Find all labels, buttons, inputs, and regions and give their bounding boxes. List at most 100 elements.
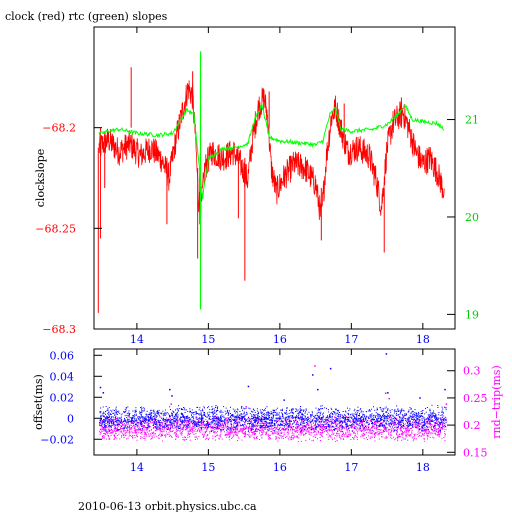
offset-point (409, 416, 411, 418)
rndtrip-point (278, 430, 280, 432)
rndtrip-point (120, 428, 122, 430)
offset-point (421, 428, 423, 430)
rndtrip-point (332, 425, 334, 427)
offset-point (219, 411, 221, 412)
offset-point (123, 412, 125, 414)
offset-point (320, 419, 322, 420)
offset-point (217, 407, 218, 409)
rndtrip-point (100, 422, 102, 424)
offset-point (233, 418, 235, 420)
offset-point (331, 418, 333, 420)
offset-point (275, 409, 277, 411)
rndtrip-point (374, 421, 376, 423)
offset-point (214, 422, 216, 424)
offset-point (400, 418, 402, 420)
rndtrip-point (289, 425, 291, 427)
rndtrip-point (282, 421, 283, 423)
offset-point (279, 423, 281, 425)
rndtrip-point (308, 425, 310, 427)
rndtrip-point (426, 435, 428, 437)
rndtrip-point (256, 428, 258, 430)
offset-point (360, 416, 362, 418)
rndtrip-point (279, 432, 281, 434)
rndtrip-point (175, 430, 177, 432)
offset-point (441, 411, 443, 413)
rndtrip-point (301, 428, 303, 430)
offset-point (200, 413, 202, 415)
offset-point (402, 418, 404, 420)
offset-point (260, 412, 262, 414)
offset-point (435, 415, 437, 417)
offset-point (390, 422, 391, 424)
offset-point (389, 426, 391, 428)
offset-point (442, 412, 444, 414)
rndtrip-point (267, 436, 269, 438)
rndtrip-point (208, 439, 209, 441)
offset-point (398, 422, 400, 424)
offset-point (353, 416, 355, 418)
offset-point (425, 411, 427, 413)
rndtrip-point (255, 429, 256, 431)
rndtrip-point (206, 428, 208, 430)
offset-point (265, 423, 267, 425)
offset-point (245, 419, 247, 421)
offset-point (416, 414, 417, 416)
rndtrip-point (206, 429, 208, 431)
offset-point (155, 426, 157, 428)
offset-point (214, 427, 216, 429)
rndtrip-point (201, 422, 203, 424)
rndtrip-point (382, 429, 384, 431)
offset-point (418, 417, 420, 419)
rndtrip-point (380, 421, 382, 423)
rndtrip-point (322, 419, 323, 421)
rndtrip-point (272, 430, 274, 432)
offset-point (264, 409, 265, 411)
rndtrip-point (437, 434, 439, 436)
rndtrip-point (255, 437, 257, 439)
offset-point (341, 414, 343, 416)
offset-point (309, 422, 311, 424)
rndtrip-point (354, 422, 356, 424)
offset-point (198, 417, 200, 419)
rndtrip-point (435, 434, 437, 436)
offset-point (155, 412, 157, 414)
offset-point (200, 427, 202, 429)
rndtrip-point (309, 438, 310, 440)
offset-point (423, 417, 425, 419)
offset-point (299, 417, 301, 419)
offset-point (298, 423, 300, 425)
offset-point (364, 428, 366, 430)
offset-point (266, 412, 268, 413)
rndtrip-point (176, 433, 177, 435)
offset-point (254, 430, 256, 432)
offset-point (377, 419, 379, 421)
rndtrip-point (441, 428, 443, 430)
rndtrip-point (246, 425, 247, 427)
offset-point (140, 425, 142, 427)
rndtrip-point (400, 429, 402, 431)
rndtrip-point (329, 418, 331, 420)
offset-point (210, 421, 212, 423)
rndtrip-point (149, 430, 151, 431)
rndtrip-point (104, 432, 106, 434)
rndtrip-point (131, 430, 133, 432)
offset-point (335, 418, 337, 420)
rndtrip-point (275, 436, 277, 438)
offset-point (404, 414, 406, 416)
rndtrip-point (154, 422, 156, 423)
rndtrip-point (175, 438, 177, 440)
rndtrip-point (278, 437, 280, 439)
rndtrip-point (284, 424, 286, 426)
offset-point (335, 425, 337, 427)
offset-point (409, 423, 410, 425)
offset-point (274, 423, 275, 425)
rndtrip-point (201, 425, 203, 427)
rndtrip-point (135, 429, 137, 430)
offset-point (393, 419, 395, 421)
rndtrip-point (363, 437, 365, 439)
rndtrip-point (162, 422, 164, 424)
rndtrip-point (319, 434, 321, 436)
rndtrip-point (413, 426, 415, 428)
offset-point (287, 416, 289, 418)
offset-point (99, 425, 101, 427)
